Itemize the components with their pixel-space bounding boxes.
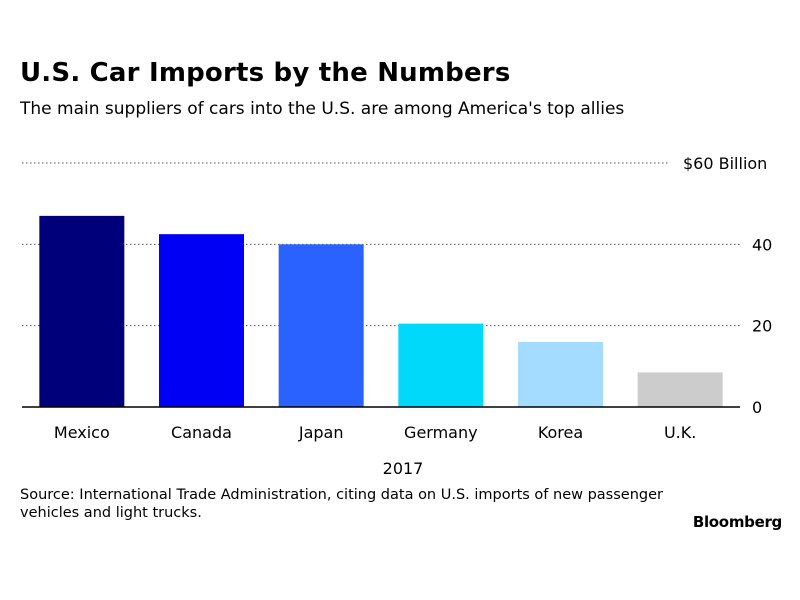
x-tick-label: U.K. [664,423,696,442]
x-tick-label: Japan [298,423,344,442]
bar-chart: 0 20 40 $60 Billion Mexico Canada Japan Germany… [22,154,772,478]
bar-mexico [39,215,125,407]
y-tick-label: 0 [752,398,762,417]
y-tick-label: $60 Billion [683,154,767,173]
bar-canada [159,234,244,407]
bar-japan [278,244,364,407]
x-tick-label: Germany [404,423,478,442]
bloomberg-logo: Bloomberg [692,513,782,531]
bar-korea [518,341,603,407]
y-tick-label: 20 [752,317,772,336]
source-note: Source: International Trade Administrati… [20,487,663,521]
chart-title: U.S. Car Imports by the Numbers [20,58,511,88]
chart-subtitle: The main suppliers of cars into the U.S.… [20,99,625,119]
x-tick-label: Mexico [54,423,110,442]
x-tick-label: Korea [538,423,583,442]
y-tick-label: 40 [752,235,772,254]
x-tick-label: Canada [171,423,232,442]
bar-germany [398,323,484,407]
bar-uk [637,372,723,407]
x-axis-label: 2017 [383,459,424,478]
